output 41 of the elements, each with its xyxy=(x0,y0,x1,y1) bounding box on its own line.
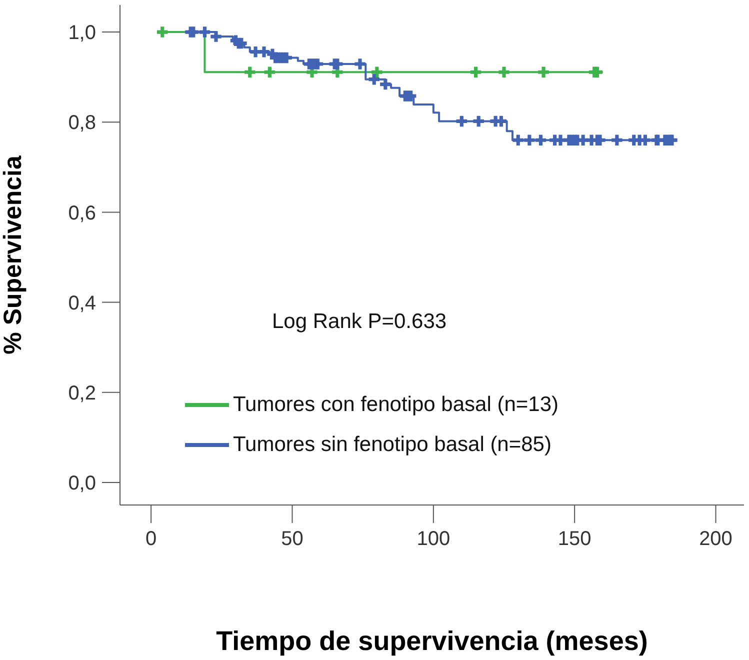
x-tick-label: 200 xyxy=(699,528,732,550)
point xyxy=(368,74,380,85)
point xyxy=(473,116,484,127)
y-tick-label: 0,6 xyxy=(68,202,96,224)
annotation: Log Rank P=0.633 xyxy=(272,310,447,334)
x-tick-label: 150 xyxy=(558,528,592,550)
point xyxy=(380,78,391,90)
point xyxy=(258,46,270,58)
point xyxy=(592,66,603,78)
y-tick-label: 0,4 xyxy=(68,292,96,314)
point xyxy=(512,134,524,146)
x-tick-label: 0 xyxy=(145,528,157,550)
point xyxy=(354,58,366,70)
point xyxy=(199,26,210,38)
y-tick-label: 0,2 xyxy=(68,382,96,404)
point xyxy=(456,116,468,127)
point xyxy=(535,134,546,146)
legend-label: Tumores sin fenotipo basal (n=85) xyxy=(233,433,552,457)
point xyxy=(210,31,222,42)
point xyxy=(498,66,510,78)
point xyxy=(470,66,482,78)
x-axis-title: Tiempo de supervivencia (meses) xyxy=(216,626,648,656)
y-tick-label: 0,8 xyxy=(68,112,96,134)
point xyxy=(372,66,382,78)
point xyxy=(188,26,199,38)
point xyxy=(156,26,168,38)
x-tick-label: 50 xyxy=(281,528,304,550)
point xyxy=(332,58,343,70)
legend-label: Tumores con fenotipo basal (n=13) xyxy=(233,393,558,417)
point xyxy=(640,134,651,146)
point xyxy=(612,134,622,146)
point xyxy=(594,134,606,146)
point xyxy=(244,66,256,78)
point xyxy=(264,66,276,78)
y-tick-label: 0,0 xyxy=(68,472,96,495)
y-axis-title: % Supervivencia xyxy=(0,154,27,354)
point xyxy=(496,116,507,127)
point xyxy=(524,134,535,146)
y-tick-label: 1,0 xyxy=(68,22,96,44)
x-tick-label: 100 xyxy=(416,528,450,550)
point xyxy=(538,66,549,78)
